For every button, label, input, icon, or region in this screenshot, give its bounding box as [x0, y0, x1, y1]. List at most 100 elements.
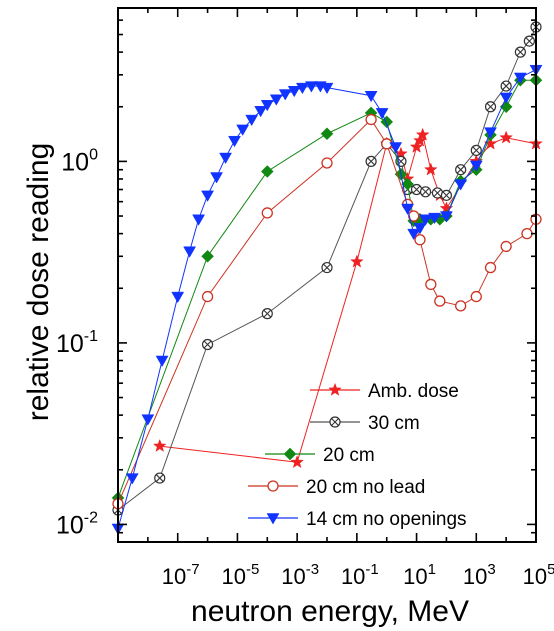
data-point [514, 46, 526, 58]
y-tick-label: 10-1 [56, 328, 98, 358]
data-point [500, 240, 512, 253]
data-point [210, 172, 223, 184]
y-tick-label: 10-2 [56, 509, 98, 539]
legend-label: 30 cm [368, 413, 420, 434]
data-point [419, 186, 432, 198]
data-point [513, 72, 527, 84]
data-point [428, 212, 441, 225]
data-point [228, 135, 241, 148]
data-point [434, 295, 446, 307]
data-point [484, 261, 497, 274]
data-point [254, 106, 268, 118]
x-tick-label: 10-7 [162, 561, 200, 589]
series-1 [112, 21, 542, 516]
data-point [484, 101, 497, 113]
legend-label: 14 cm no openings [306, 509, 467, 530]
x-tick-label: 101 [403, 561, 436, 589]
data-point [419, 214, 432, 226]
legend: Amb. dose 30 cm 20 cm 20 cm no lead 14 cm no… [248, 381, 467, 530]
y-tick-label: 100 [61, 146, 98, 176]
series-2 [111, 73, 543, 505]
x-tick-label: 10-1 [341, 561, 379, 589]
data-point [409, 139, 424, 153]
data-point [171, 291, 185, 304]
data-point [523, 35, 535, 47]
data-point [521, 227, 533, 240]
data-point [183, 246, 197, 258]
x-axis-title: neutron energy, MeV [191, 595, 469, 628]
legend-label: Amb. dose [368, 381, 459, 402]
data-point [470, 144, 482, 156]
y-axis-title: relative dose reading [22, 143, 55, 422]
data-point [375, 108, 389, 120]
data-point [155, 355, 169, 367]
legend-marker [329, 416, 341, 428]
data-point [201, 190, 215, 202]
data-point [401, 203, 415, 216]
legend-entry: Amb. dose [310, 381, 459, 402]
data-point [245, 114, 259, 127]
data-point [260, 165, 274, 178]
data-point [484, 127, 497, 139]
data-point [152, 438, 167, 452]
data-point [141, 414, 155, 426]
data-point [125, 473, 139, 485]
legend-marker [283, 447, 297, 461]
data-point [261, 207, 273, 219]
data-point [269, 94, 283, 106]
data-point [414, 234, 426, 246]
data-point [290, 455, 305, 469]
data-point [455, 164, 467, 176]
x-tick-label: 10-5 [222, 561, 260, 589]
legend-entry: 30 cm [310, 413, 420, 434]
data-point [500, 80, 512, 92]
axes-layer [117, 7, 537, 543]
data-point [499, 130, 514, 144]
data-point [380, 115, 394, 129]
data-point [413, 223, 427, 235]
data-point [425, 278, 437, 291]
x-tick-label: 10-3 [281, 561, 319, 589]
data-point [401, 177, 414, 191]
data-point [454, 179, 468, 191]
legend-label: 20 cm [323, 445, 375, 466]
data-point [365, 155, 377, 167]
tick-labels: 10-7 10-5 10-3 10-1 101 103 105 10-2 10-1 100 [56, 146, 554, 589]
data-point [431, 187, 444, 199]
x-tick-label: 103 [463, 561, 496, 589]
data-point [278, 89, 292, 101]
data-point [407, 228, 421, 241]
data-point [201, 249, 214, 263]
data-point [201, 338, 214, 351]
legend-entry: 20 cm no lead [248, 477, 425, 498]
data-point [321, 157, 333, 169]
legend-marker [266, 513, 280, 525]
legend-marker [328, 382, 342, 396]
data-point [408, 210, 420, 222]
data-point [410, 183, 423, 196]
legend-entry: 20 cm [265, 445, 375, 466]
data-point [469, 160, 483, 172]
series-line [117, 79, 536, 499]
data-point [287, 86, 301, 98]
legend-marker [267, 480, 279, 492]
data-point [236, 124, 250, 136]
series-4 [111, 64, 543, 535]
legend-label: 20 cm no lead [306, 477, 425, 498]
data-point [260, 100, 274, 112]
data-point [349, 254, 364, 268]
data-point [154, 472, 166, 484]
data-point [365, 113, 377, 126]
data-point [439, 211, 453, 223]
data-point [499, 92, 513, 104]
data-point [261, 308, 273, 320]
x-tick-label: 105 [523, 561, 554, 589]
data-point [219, 152, 232, 165]
data-point [321, 261, 333, 274]
data-point [304, 81, 318, 93]
data-point [440, 189, 453, 201]
legend-entry: 14 cm no openings [248, 509, 467, 530]
data-point [201, 290, 214, 303]
data-point [295, 82, 309, 95]
